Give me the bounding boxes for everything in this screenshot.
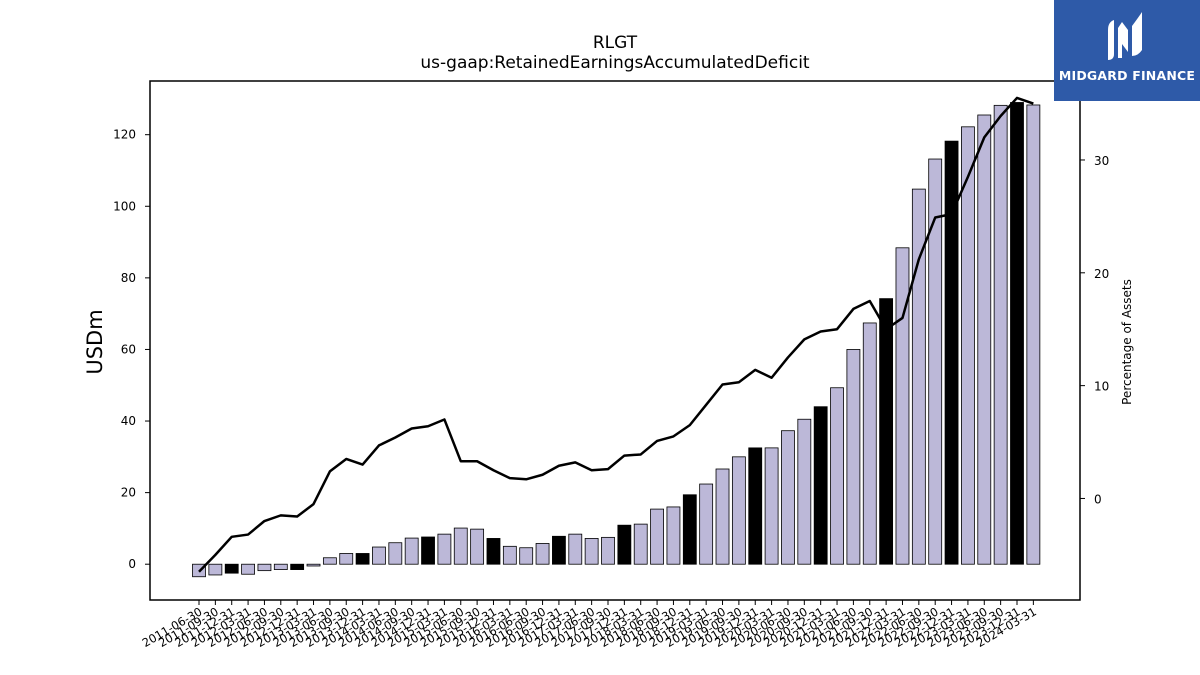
bar <box>208 563 223 576</box>
line-group <box>198 96 1034 573</box>
percentage-line <box>198 96 1034 573</box>
bar <box>1010 102 1024 565</box>
bar <box>306 563 321 567</box>
bar <box>453 527 468 565</box>
y-tick-label: 0 <box>128 557 136 571</box>
bar <box>519 547 534 565</box>
y-tick-label: 40 <box>121 414 136 428</box>
y2-tick-label: 10 <box>1094 380 1109 394</box>
chart-title: RLGT <box>593 33 638 53</box>
bar <box>224 563 239 574</box>
bar <box>944 140 959 565</box>
bar <box>421 536 435 565</box>
y2-tick-label: 20 <box>1094 267 1109 281</box>
bar <box>911 188 926 565</box>
bar <box>928 158 943 565</box>
logo-text: MIDGARD FINANCE <box>1058 68 1196 83</box>
bar <box>552 535 566 565</box>
logo-mark-icon <box>1108 12 1142 60</box>
bar <box>862 322 877 565</box>
bar <box>355 553 370 565</box>
bar <box>535 543 550 565</box>
chart-subtitle: us-gaap:RetainedEarningsAccumulatedDefic… <box>420 53 810 73</box>
x-axis: 2011-06-302011-09-302011-12-312012-03-31… <box>140 600 1039 650</box>
bar <box>568 533 583 565</box>
bar <box>830 387 844 565</box>
bar <box>633 523 648 565</box>
y-tick-label: 60 <box>121 342 136 356</box>
bar <box>813 406 828 565</box>
bar <box>797 418 812 565</box>
bar <box>715 468 730 565</box>
bar <box>584 538 599 565</box>
bar <box>993 104 1008 565</box>
bar <box>731 456 746 565</box>
bar <box>666 506 681 565</box>
bar <box>290 563 305 570</box>
bar <box>404 537 419 565</box>
y-axis-label-right: Percentage of Assets <box>1120 279 1134 405</box>
bar <box>470 528 485 565</box>
bar <box>322 557 337 565</box>
bar <box>601 536 615 565</box>
bar <box>257 563 272 572</box>
y-axis-label-left: USDm <box>83 309 107 374</box>
y2-tick-label: 0 <box>1094 492 1102 506</box>
bar <box>388 542 403 565</box>
y-tick-label: 120 <box>113 128 136 142</box>
y-axis-right: 0 10 20 30 <box>1080 154 1109 506</box>
bar <box>699 483 714 565</box>
bar <box>781 430 795 565</box>
bar <box>682 494 697 565</box>
brand-logo: MIDGARD FINANCE <box>1054 0 1200 101</box>
bar <box>1026 104 1041 565</box>
bar <box>372 546 386 565</box>
y-axis-left: 0 20 40 60 80 100 120 <box>113 128 150 571</box>
bar <box>339 553 354 565</box>
bar <box>977 114 992 565</box>
bar <box>273 563 288 570</box>
bar <box>846 349 861 565</box>
bar <box>764 447 779 565</box>
bar <box>486 538 501 565</box>
bar <box>879 298 894 565</box>
bar <box>502 545 517 565</box>
y-tick-label: 20 <box>121 486 136 500</box>
y2-tick-label: 30 <box>1094 154 1109 168</box>
bar <box>241 563 255 575</box>
bar-group <box>192 102 1041 578</box>
y-tick-label: 80 <box>121 271 136 285</box>
bar <box>748 447 763 565</box>
y-tick-label: 100 <box>113 199 136 213</box>
bar <box>437 533 452 565</box>
bar <box>961 126 975 565</box>
bar <box>650 508 664 565</box>
bar <box>617 524 632 565</box>
plot-area <box>149 80 1081 601</box>
bar <box>895 247 910 565</box>
